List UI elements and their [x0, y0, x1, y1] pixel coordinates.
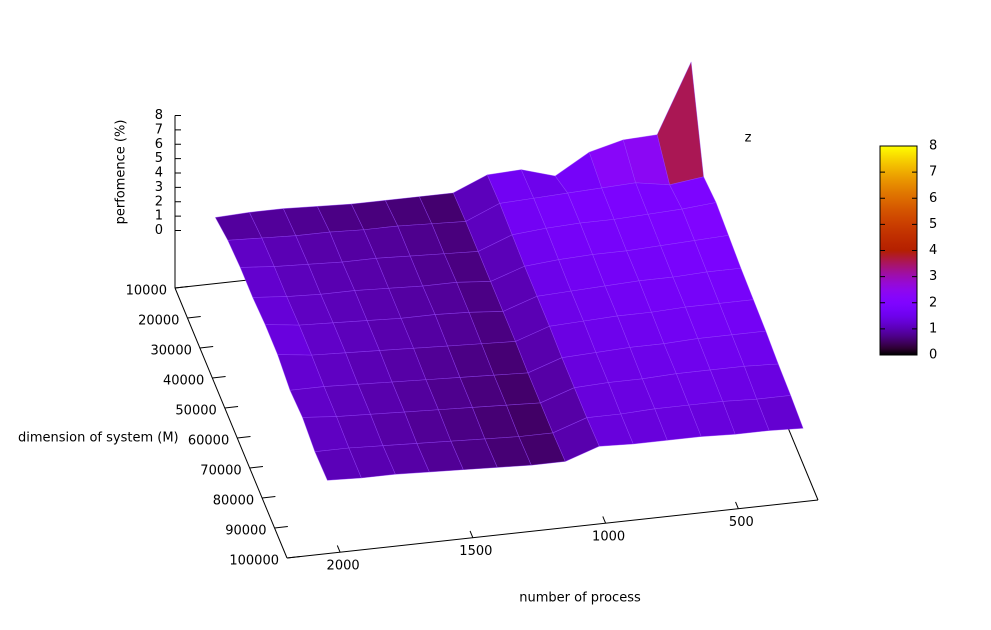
- colorbar-tick-label: 7: [929, 165, 937, 180]
- colorbar-tick-label: 6: [929, 191, 937, 206]
- x-tick: [602, 516, 607, 524]
- colorbar-tick-label: 2: [929, 295, 937, 310]
- y-tick-label: 50000: [175, 404, 216, 419]
- colorbar-tick-label: 1: [929, 321, 937, 336]
- y-tick-label: 90000: [225, 524, 266, 539]
- y-tick: [249, 466, 263, 469]
- y-tick: [174, 286, 189, 289]
- y-tick: [286, 556, 301, 559]
- z-tick-label: 4: [155, 166, 163, 181]
- y-tick: [199, 346, 214, 349]
- base-edge: [174, 287, 288, 559]
- y-tick-label: 70000: [200, 464, 241, 479]
- z-tick-label: 7: [155, 122, 163, 137]
- x-tick-label: 500: [729, 515, 754, 530]
- y-tick-label: 80000: [213, 494, 254, 509]
- y-tick: [187, 316, 201, 319]
- y-tick-label: 20000: [138, 314, 179, 329]
- x-tick-label: 1000: [592, 530, 625, 545]
- colorbar-tick-label: 0: [929, 348, 937, 363]
- x-tick: [336, 545, 341, 553]
- surface-cell: [314, 447, 362, 481]
- colorbar-tick-label: 8: [929, 139, 937, 154]
- x-tick: [469, 530, 474, 538]
- base-edge: [286, 499, 819, 559]
- z-tick-label: 5: [155, 151, 163, 166]
- colorbar-label: z: [745, 131, 752, 146]
- labels: 2000150010005001000020000300004000050000…: [126, 108, 938, 574]
- colorbar-tick-label: 3: [929, 269, 937, 284]
- x-axis-label: number of process: [519, 591, 641, 606]
- y-tick: [274, 526, 288, 529]
- z-tick-label: 0: [155, 223, 163, 238]
- surface: [215, 61, 804, 481]
- x-tick-label: 2000: [327, 559, 360, 574]
- y-tick-label: 100000: [229, 554, 279, 569]
- x-tick-label: 1500: [459, 544, 492, 559]
- y-tick-label: 40000: [163, 374, 204, 389]
- y-axis-label: dimension of system (M): [18, 431, 179, 446]
- z-tick-label: 8: [155, 108, 163, 123]
- y-tick: [224, 406, 239, 409]
- z-tick-label: 2: [155, 194, 163, 209]
- colorbar-tick-label: 4: [929, 243, 937, 258]
- z-axis-label: perfomence (%): [114, 120, 129, 225]
- y-tick-label: 60000: [188, 434, 229, 449]
- x-tick: [735, 501, 739, 509]
- y-tick: [262, 496, 276, 499]
- z-tick-label: 1: [155, 209, 163, 224]
- z-tick-label: 3: [155, 180, 163, 195]
- colorbar: [879, 145, 918, 356]
- z-tick-label: 6: [155, 137, 163, 152]
- y-tick: [212, 376, 226, 379]
- colorbar-tick-label: 5: [929, 217, 937, 232]
- y-tick: [237, 436, 251, 439]
- y-tick-label: 30000: [151, 344, 192, 359]
- y-tick-label: 10000: [126, 284, 167, 299]
